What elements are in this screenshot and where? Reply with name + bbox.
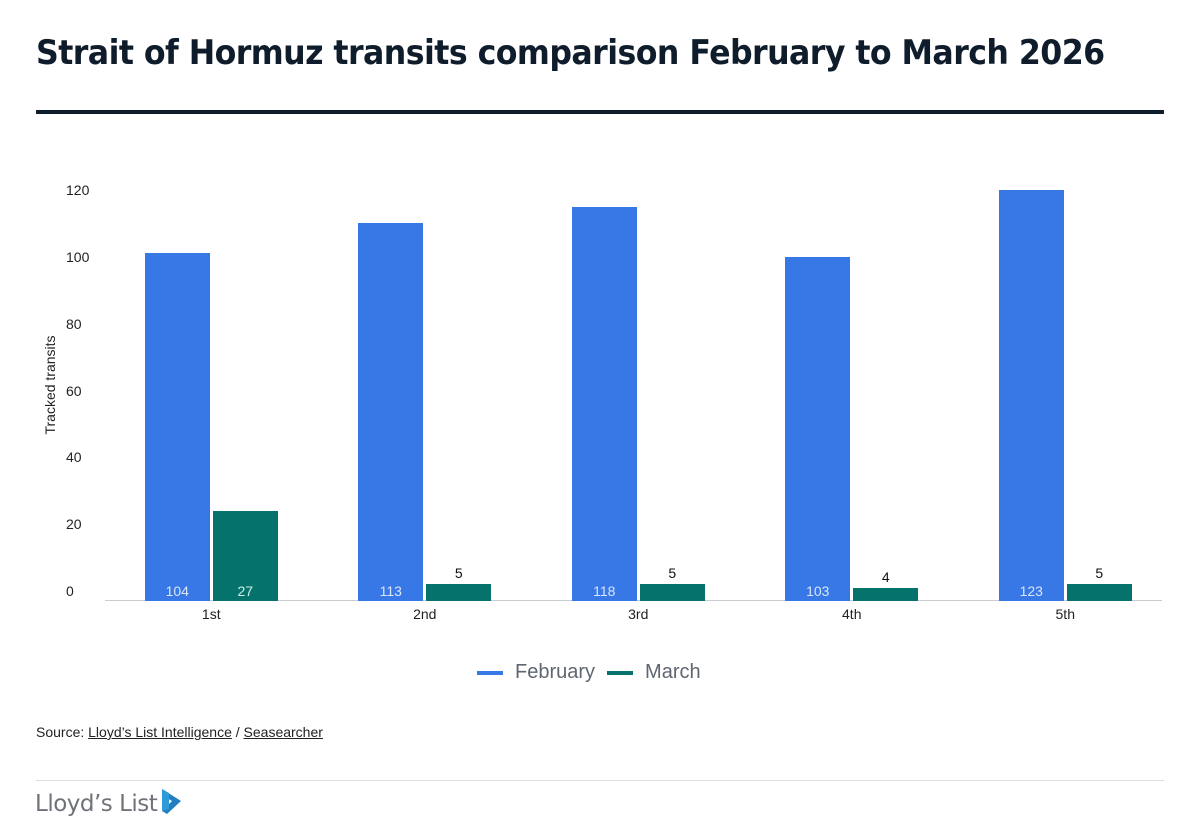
bar-february-3rd[interactable]: 118 — [571, 206, 637, 601]
bar-march-5th[interactable]: 5 — [1066, 565, 1132, 601]
y-tick-label: 100 — [66, 248, 90, 265]
bar-value-label: 5 — [1095, 565, 1104, 582]
bar-value-label: 118 — [593, 582, 616, 599]
source-link-lloyds-list-intelligence[interactable]: Lloyd’s List Intelligence — [88, 724, 232, 740]
y-tick-label: 20 — [66, 516, 82, 533]
y-tick-label: 80 — [66, 315, 82, 332]
bar-value-label: 27 — [237, 582, 254, 599]
bar-march-2nd[interactable]: 5 — [426, 565, 492, 601]
source-line: Source: Lloyd’s List Intelligence / Seas… — [36, 724, 323, 740]
february-swatch-icon — [477, 670, 503, 675]
lloyds-list-logo[interactable]: Lloyd’s List — [35, 787, 183, 817]
bar-value-label: 113 — [379, 582, 402, 599]
bar-february-4th[interactable]: 103 — [785, 256, 851, 601]
bar-march-1st[interactable]: 27 — [212, 510, 278, 601]
legend-item-march[interactable]: March — [607, 661, 701, 684]
source-link-seasearcher[interactable]: Seasearcher — [243, 724, 323, 740]
bar-value-label: 104 — [165, 582, 189, 599]
y-tick-label: 60 — [66, 382, 82, 399]
bar-value-label: 103 — [806, 582, 830, 599]
bar-february-2nd[interactable]: 113 — [358, 223, 424, 601]
bar-march-4th[interactable]: 4 — [853, 569, 919, 601]
legend-label: March — [645, 661, 701, 683]
bar-chart: Tracked transits 0 20 40 60 80 100 120 1st 104 27… — [42, 182, 1162, 622]
chart-legend: February March — [477, 661, 713, 684]
logo-text: Lloyd’s List — [35, 791, 158, 817]
y-axis-label: Tracked transits — [42, 335, 58, 435]
y-tick-label: 0 — [66, 583, 74, 599]
bar-march-3rd[interactable]: 5 — [639, 565, 705, 601]
y-tick-label: 120 — [66, 182, 90, 198]
y-tick-label: 40 — [66, 449, 82, 466]
bar-value-label: 123 — [1019, 582, 1043, 599]
x-tick-label: 4th — [842, 606, 862, 622]
bar-value-label: 5 — [668, 565, 677, 582]
play-arrow-logo-icon — [162, 789, 182, 814]
bar-february-5th[interactable]: 123 — [998, 189, 1064, 601]
source-separator: / — [231, 724, 244, 740]
march-swatch-icon — [607, 670, 634, 675]
legend-item-february[interactable]: February — [477, 661, 595, 684]
title-divider — [36, 110, 1164, 114]
x-tick-label: 5th — [1055, 606, 1075, 622]
bar-value-label: 4 — [881, 568, 890, 585]
source-prefix: Source: — [36, 724, 89, 740]
x-tick-label: 3rd — [628, 606, 649, 622]
chart-title: Strait of Hormuz transits comparison Feb… — [36, 33, 1105, 73]
x-tick-label: 1st — [201, 606, 221, 622]
x-tick-label: 2nd — [413, 606, 437, 622]
bar-february-1st[interactable]: 104 — [144, 253, 210, 601]
legend-label: February — [515, 661, 596, 683]
bar-value-label: 5 — [454, 565, 463, 582]
footer-divider — [36, 780, 1164, 781]
